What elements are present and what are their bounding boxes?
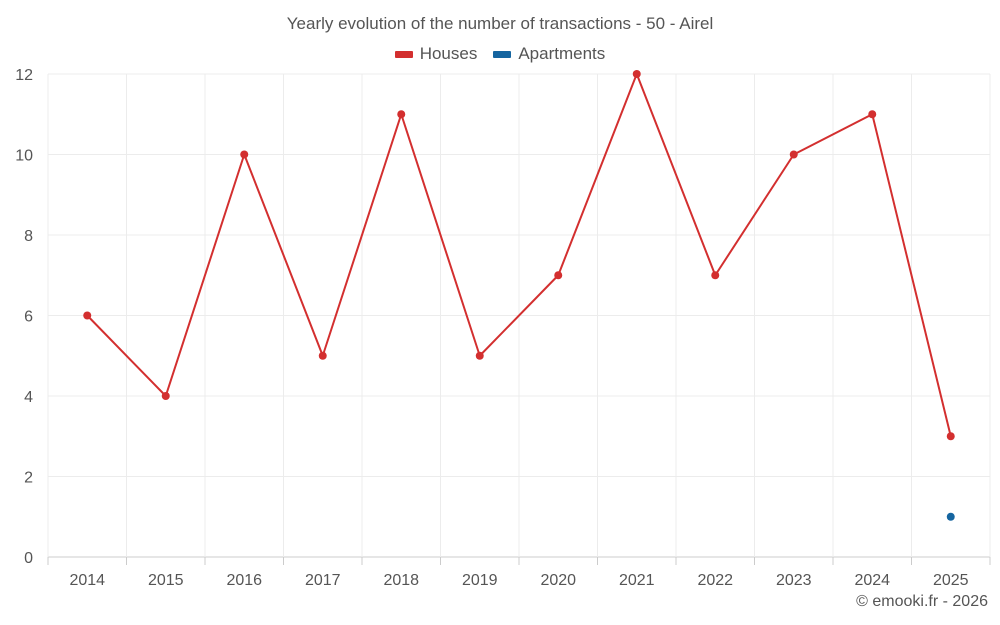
data-point-houses — [868, 110, 877, 119]
x-tick-label: 2024 — [854, 572, 890, 589]
data-point-apartments — [946, 512, 955, 521]
series-line-houses — [86, 73, 952, 437]
data-point-houses — [83, 311, 92, 320]
y-tick-label: 6 — [24, 309, 33, 326]
legend-item-apartments[interactable]: Apartments — [493, 44, 605, 64]
y-tick-label: 12 — [15, 67, 33, 84]
x-tick-label: 2017 — [305, 572, 341, 589]
x-tick-label: 2022 — [697, 572, 733, 589]
x-tick-label: 2014 — [69, 572, 105, 589]
y-tick-label: 10 — [15, 148, 33, 165]
legend-label-houses: Houses — [419, 44, 478, 63]
y-tick-label: 2 — [24, 470, 33, 487]
data-point-houses — [946, 432, 955, 441]
data-point-houses — [789, 150, 798, 159]
data-point-houses — [554, 271, 563, 280]
data-point-houses — [711, 271, 720, 280]
x-tick-label: 2015 — [148, 572, 184, 589]
legend-label-apartments: Apartments — [518, 44, 606, 63]
copyright-footer: © emooki.fr - 2026 — [856, 593, 988, 610]
legend-swatch-apartments — [493, 50, 512, 58]
x-tick-label: 2018 — [383, 572, 419, 589]
y-tick-label: 0 — [24, 550, 33, 567]
x-tick-label: 2023 — [776, 572, 812, 589]
legend-item-houses[interactable]: Houses — [394, 44, 478, 64]
y-tick-label: 8 — [24, 228, 33, 245]
x-tick-label: 2021 — [619, 572, 655, 589]
data-point-houses — [632, 70, 641, 78]
x-tick-label: 2019 — [462, 572, 498, 589]
chart-legend: Houses Apartments — [0, 44, 1000, 64]
data-point-houses — [475, 351, 484, 360]
data-point-houses — [240, 150, 249, 159]
data-point-houses — [318, 351, 327, 360]
x-tick-label: 2020 — [540, 572, 576, 589]
chart-title: Yearly evolution of the number of transa… — [286, 14, 714, 33]
legend-swatch-houses — [394, 50, 413, 58]
x-tick-label: 2016 — [226, 572, 262, 589]
data-point-houses — [397, 110, 406, 119]
y-tick-label: 4 — [24, 389, 33, 406]
x-tick-label: 2025 — [933, 572, 969, 589]
data-point-houses — [161, 392, 170, 400]
